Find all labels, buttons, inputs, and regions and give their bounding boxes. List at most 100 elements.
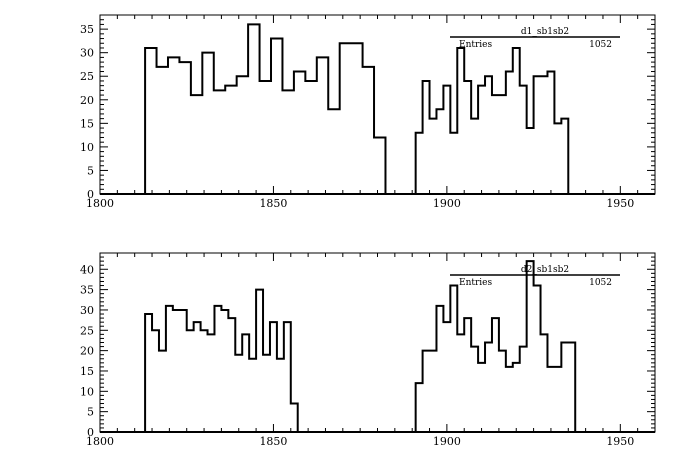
histogram-bin <box>561 343 568 433</box>
y-tick-label: 15 <box>80 365 94 378</box>
histogram-bin <box>457 334 464 432</box>
histogram-bin <box>180 310 187 432</box>
histogram-bin <box>492 95 499 194</box>
histogram-bin <box>443 86 450 194</box>
histogram-bin <box>228 318 235 432</box>
histogram-bin <box>561 119 568 194</box>
histogram-bin <box>294 72 305 194</box>
histogram-bin <box>423 81 430 194</box>
histogram-bin <box>492 318 499 432</box>
histogram-bin <box>145 48 156 194</box>
y-tick-label: 25 <box>80 70 94 83</box>
histogram-bin <box>423 351 430 432</box>
histogram-bin <box>284 322 291 432</box>
histogram-bin <box>194 322 201 432</box>
histogram-panel-1: 1800 1850 1900 1950 0 5 10 15 20 25 30 35 d1_sb1sb2 E… <box>80 14 656 210</box>
stats-name: d2_sb1sb2 <box>521 265 569 275</box>
histogram-outline <box>144 23 570 194</box>
plot-frame <box>99 14 656 195</box>
y-tick-label: 35 <box>80 284 94 297</box>
histogram-bin <box>282 90 293 194</box>
x-tick-label: 1850 <box>259 435 287 448</box>
histogram-bin <box>249 359 256 432</box>
y-tick-label: 15 <box>80 117 94 130</box>
histogram-bin <box>416 133 423 194</box>
histogram-bin <box>527 261 534 432</box>
histogram-bin <box>485 76 492 194</box>
histogram-bin <box>534 76 541 194</box>
histogram-bin <box>430 351 437 432</box>
y-tick-label: 35 <box>80 23 94 36</box>
stats-entries-label: Entries <box>459 278 492 288</box>
x-tick-label: 1900 <box>433 197 461 210</box>
y-tick-label: 30 <box>80 47 94 60</box>
stats-entries-value: 1052 <box>589 40 612 50</box>
y-tick-label: 0 <box>87 426 94 439</box>
histogram-bin <box>506 367 513 432</box>
stats-entries-label: Entries <box>459 40 492 50</box>
x-tick-label: 1950 <box>606 435 634 448</box>
histogram-bin <box>235 355 242 432</box>
histogram-bin <box>478 363 485 432</box>
histogram-bin <box>191 95 202 194</box>
y-tick-label: 20 <box>80 345 94 358</box>
histogram-bin <box>317 57 328 194</box>
histogram-bin <box>187 330 194 432</box>
histogram-bin <box>179 62 190 194</box>
histogram-bin <box>430 119 437 194</box>
stats-name: d1_sb1sb2 <box>521 27 569 37</box>
histogram-bin <box>340 43 351 194</box>
x-tick-label: 1850 <box>259 197 287 210</box>
histogram-bin <box>534 286 541 432</box>
histogram-bin <box>374 137 385 194</box>
y-tick-label: 0 <box>87 188 94 201</box>
histogram-bin <box>237 76 248 194</box>
histogram-bin <box>541 334 548 432</box>
histogram-bin <box>554 123 561 194</box>
histogram-bin <box>351 43 362 194</box>
histogram-bin <box>173 310 180 432</box>
y-tick-label: 5 <box>87 406 94 419</box>
histogram-bin <box>541 76 548 194</box>
histogram-bin <box>328 109 339 194</box>
histogram-bin <box>520 347 527 432</box>
histogram-bin <box>554 367 561 432</box>
histogram-bin <box>513 363 520 432</box>
histogram-bin <box>201 330 208 432</box>
histogram-bin <box>464 318 471 432</box>
x-tick-label: 1900 <box>433 435 461 448</box>
histogram-bin <box>270 322 277 432</box>
x-tick-label: 1800 <box>86 435 114 448</box>
histogram-bin <box>436 109 443 194</box>
histogram-bin <box>159 351 166 432</box>
histogram-panel-2: 1800 1850 1900 1950 0 5 10 15 20 25 30 35 40 d2_sb1sb… <box>80 252 656 448</box>
histogram-bin <box>499 351 506 432</box>
histogram-bin <box>221 310 228 432</box>
histogram-bin <box>291 404 298 432</box>
y-tick-label: 5 <box>87 164 94 177</box>
histogram-bin <box>260 81 271 194</box>
y-tick-label: 10 <box>80 385 94 398</box>
histogram-bin <box>363 67 374 194</box>
histogram-bin <box>464 81 471 194</box>
histogram-bin <box>443 322 450 432</box>
histogram-bin <box>436 306 443 432</box>
histogram-bin <box>485 343 492 433</box>
histogram-bin <box>256 290 263 432</box>
histogram-bin <box>214 90 225 194</box>
x-tick-label: 1950 <box>606 197 634 210</box>
histogram-bin <box>416 383 423 432</box>
y-tick-label: 25 <box>80 324 94 337</box>
histogram-bin <box>225 86 236 194</box>
histogram-bin <box>214 306 221 432</box>
histogram-bin <box>242 334 249 432</box>
y-tick-label: 10 <box>80 141 94 154</box>
histogram-bin <box>450 133 457 194</box>
histogram-bin <box>547 72 554 194</box>
histogram-bin <box>305 81 316 194</box>
histogram-bin <box>450 286 457 432</box>
histogram-bin <box>168 57 179 194</box>
stats-box: d2_sb1sb2 Entries 1052 <box>450 265 620 288</box>
histogram-bin <box>520 86 527 194</box>
